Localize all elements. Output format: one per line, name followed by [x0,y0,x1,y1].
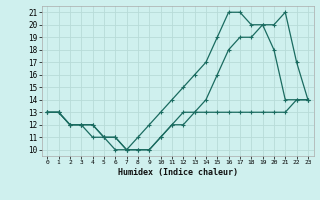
X-axis label: Humidex (Indice chaleur): Humidex (Indice chaleur) [118,168,237,177]
